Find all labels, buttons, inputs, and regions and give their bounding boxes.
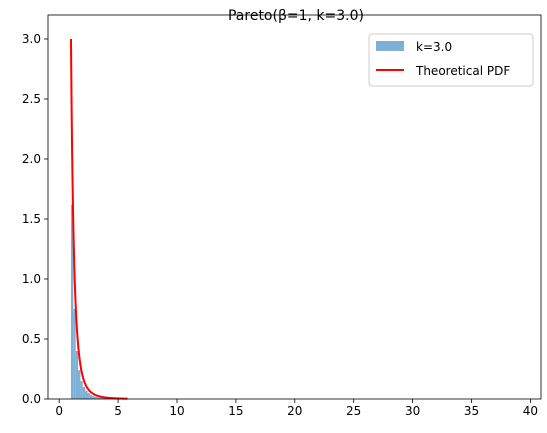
histogram-bar: [78, 370, 81, 399]
y-tick-label: 0.0: [22, 392, 41, 406]
legend: k=3.0 Theoretical PDF: [368, 33, 534, 87]
legend-label-pdf: Theoretical PDF: [415, 64, 510, 78]
x-tick-label: 0: [55, 404, 63, 418]
histogram-bar: [89, 394, 93, 399]
pdf-line: [69, 38, 128, 400]
legend-label-k3: k=3.0: [416, 40, 452, 54]
y-tick-label: 1.0: [22, 272, 41, 286]
y-tick-label: 1.5: [22, 212, 41, 226]
histogram-bar: [103, 398, 107, 399]
y-axis: 0.0 0.5 1.0 1.5 2.0 2.5 3.0: [22, 32, 48, 406]
legend-swatch-k3: [376, 41, 404, 51]
legend-box: [368, 33, 534, 87]
x-tick-label: 20: [287, 404, 302, 418]
histogram-bar: [92, 396, 95, 399]
chart-title: Pareto(β=1, k=3.0): [228, 8, 364, 24]
x-tick-label: 5: [114, 404, 122, 418]
histogram-bars: [70, 204, 128, 399]
y-tick-label: 0.5: [22, 332, 41, 346]
x-tick-label: 15: [228, 404, 243, 418]
y-tick-label: 2.5: [22, 92, 41, 106]
histogram-bar: [73, 309, 76, 399]
histogram-bar: [80, 381, 83, 399]
x-axis: 0 5 10 15 20 25 30 35 40: [55, 399, 538, 418]
x-tick-label: 35: [464, 404, 479, 418]
x-tick-label: 25: [346, 404, 361, 418]
histogram-bar: [99, 397, 102, 399]
x-tick-label: 10: [169, 404, 184, 418]
x-tick-label: 30: [405, 404, 420, 418]
histogram-bar: [82, 387, 86, 399]
histogram-bar: [96, 397, 100, 399]
histogram-bar: [70, 204, 74, 399]
histogram-bar: [94, 396, 97, 399]
histogram-bar: [101, 397, 104, 399]
histogram-bar: [87, 393, 90, 399]
histogram-bar: [85, 390, 88, 399]
histogram-bar: [75, 351, 79, 399]
y-tick-label: 2.0: [22, 152, 41, 166]
x-tick-label: 40: [523, 404, 538, 418]
y-tick-label: 3.0: [22, 32, 41, 46]
